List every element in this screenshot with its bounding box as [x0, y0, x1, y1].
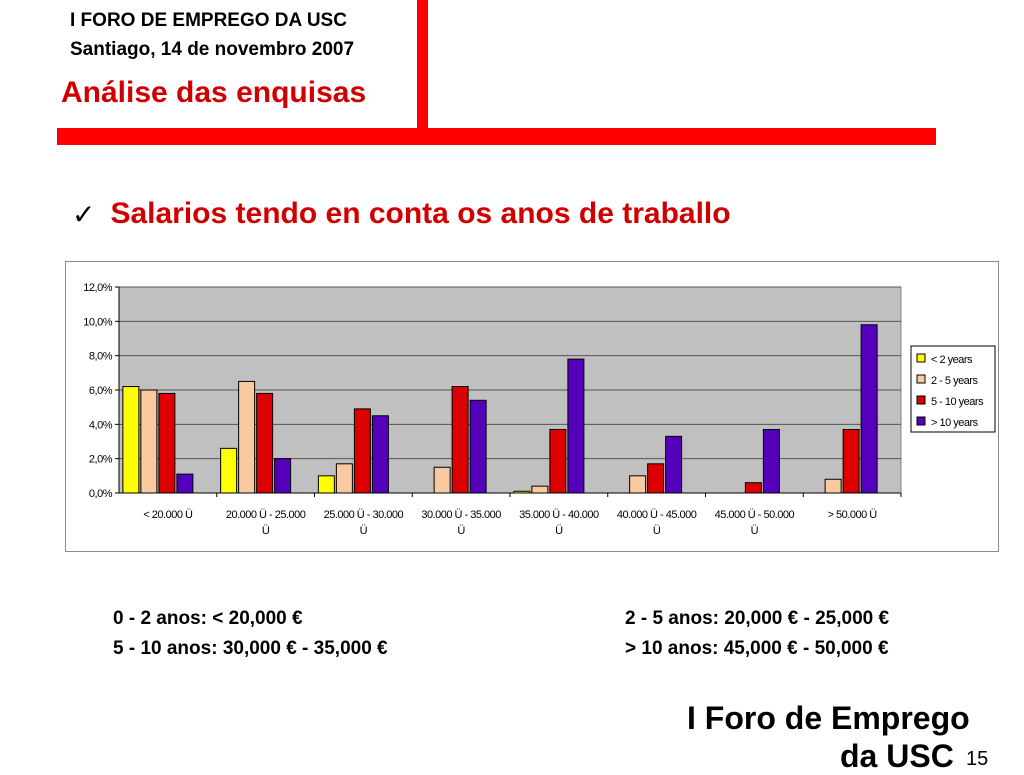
legend-label: 2 - 5 years [931, 375, 978, 387]
event-title: I FORO DE EMPREGO DA USC [70, 10, 347, 31]
legend-label: 5 - 10 years [931, 396, 984, 408]
bar [274, 458, 292, 494]
bar [469, 399, 487, 494]
bar [451, 386, 469, 494]
bar [122, 386, 140, 494]
bar [433, 466, 451, 494]
bar [665, 435, 683, 494]
bar [567, 358, 585, 494]
x-tick-label: 45.000 Ü - 50.000 [715, 509, 795, 521]
x-tick-label: Ü [262, 525, 270, 537]
legend-swatch [916, 353, 926, 363]
bar [531, 485, 549, 494]
note-10-plus-years: > 10 anos: 45,000 € - 50,000 € [625, 638, 889, 659]
bar [860, 324, 878, 494]
note-0-2-years: 0 - 2 anos: < 20,000 € [113, 608, 303, 629]
bar [744, 482, 762, 494]
note-2-5-years: 2 - 5 anos: 20,000 € - 25,000 € [625, 608, 890, 629]
bar-chart: 0,0% 2,0% 4,0% 6,0% 8,0% 10,0% 12,0% < 20.000 Ü… [83, 282, 996, 537]
legend-label: < 2 years [931, 354, 973, 366]
x-tick-label: > 50.000 Ü [828, 509, 878, 521]
y-tick-label: 0,0% [89, 488, 113, 500]
x-tick-label: 25.000 Ü - 30.000 [324, 509, 404, 521]
x-tick-label: 30.000 Ü - 35.000 [421, 509, 501, 521]
bar [238, 380, 256, 494]
x-tick-label: 20.000 Ü - 25.000 [226, 509, 306, 521]
bar [256, 392, 274, 494]
bar [220, 447, 238, 494]
bullet-heading-text: Salarios tendo en conta os anos de traba… [110, 197, 731, 230]
x-tick-label: < 20.000 Ü [143, 509, 193, 521]
bar [335, 463, 353, 494]
header-horizontal-rule [57, 128, 936, 145]
bar [762, 428, 780, 494]
bar [140, 389, 158, 494]
bar [176, 473, 194, 494]
footer-title-line1: I Foro de Emprego [687, 700, 970, 736]
footer-title-line2: da USC [840, 738, 954, 774]
x-tick-label: Ü [457, 525, 465, 537]
bar [158, 392, 176, 494]
page-number: 15 [966, 748, 989, 770]
x-tick-label: Ü [751, 525, 759, 537]
y-tick-label: 4,0% [89, 419, 113, 431]
header-vertical-rule [417, 0, 428, 131]
legend-swatch [916, 416, 926, 426]
legend-swatch [916, 395, 926, 405]
note-5-10-years: 5 - 10 anos: 30,000 € - 35,000 € [113, 638, 388, 659]
page-title: Análise das enquisas [61, 76, 367, 109]
y-tick-label: 10,0% [83, 316, 112, 328]
x-tick-label: 40.000 Ü - 45.000 [617, 509, 697, 521]
bar [549, 428, 567, 494]
event-date: Santiago, 14 de novembro 2007 [70, 39, 355, 60]
bar [353, 408, 371, 494]
y-tick-label: 2,0% [89, 454, 113, 466]
bullet-heading: ✓ Salarios tendo en conta os anos de tra… [72, 197, 731, 231]
check-icon: ✓ [72, 198, 96, 230]
legend-label: > 10 years [931, 417, 979, 429]
bar [824, 478, 842, 494]
bar [842, 428, 860, 494]
x-tick-label: Ü [653, 525, 661, 537]
bar [647, 463, 665, 494]
x-tick-label: 35.000 Ü - 40.000 [519, 509, 599, 521]
bar [629, 475, 647, 494]
x-tick-label: Ü [555, 525, 563, 537]
chart-container: 0,0% 2,0% 4,0% 6,0% 8,0% 10,0% 12,0% < 20.000 Ü… [65, 261, 999, 552]
bar [513, 490, 531, 494]
x-tick-label: Ü [360, 525, 368, 537]
y-tick-label: 12,0% [83, 282, 112, 294]
y-tick-label: 6,0% [89, 385, 113, 397]
bar [317, 475, 335, 494]
legend-swatch [916, 374, 926, 384]
y-tick-label: 8,0% [89, 351, 113, 363]
bar [371, 415, 389, 494]
